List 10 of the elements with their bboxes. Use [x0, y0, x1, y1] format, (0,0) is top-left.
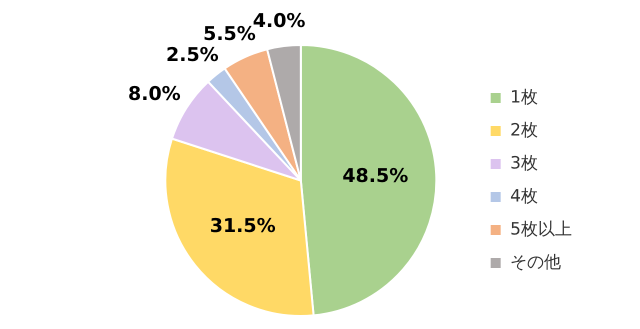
data-label: 31.5% — [210, 215, 276, 238]
data-label: 2.5% — [166, 44, 219, 66]
legend-label: 5枚以上 — [510, 219, 572, 240]
legend-label: その他 — [510, 252, 562, 272]
legend-label: 2枚 — [510, 120, 538, 140]
data-label: 48.5% — [342, 164, 408, 187]
legend-label: 1枚 — [510, 87, 538, 108]
legend-label: 3枚 — [510, 153, 538, 174]
legend-label: 4枚 — [510, 186, 538, 206]
data-label: 8.0% — [128, 82, 181, 105]
